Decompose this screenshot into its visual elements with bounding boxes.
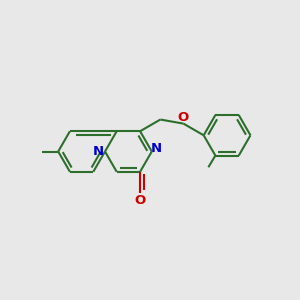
Text: N: N [93, 145, 104, 158]
Text: O: O [134, 194, 146, 207]
Text: O: O [178, 111, 189, 124]
Text: N: N [151, 142, 162, 155]
